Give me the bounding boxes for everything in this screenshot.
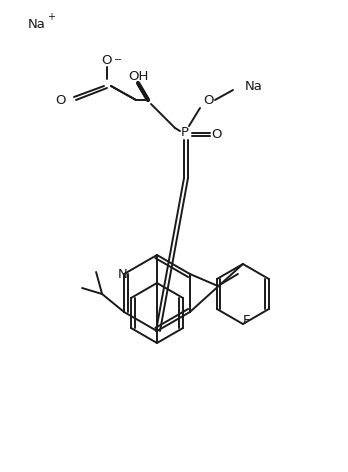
Text: OH: OH bbox=[128, 70, 148, 84]
Text: O: O bbox=[55, 93, 65, 107]
Text: N: N bbox=[118, 268, 128, 280]
Text: P: P bbox=[181, 126, 189, 140]
Text: O: O bbox=[102, 53, 112, 67]
Text: Na: Na bbox=[28, 18, 46, 31]
Text: F: F bbox=[243, 314, 251, 328]
Text: −: − bbox=[114, 55, 122, 65]
Text: +: + bbox=[47, 12, 55, 22]
Text: O: O bbox=[203, 93, 213, 107]
Text: Na: Na bbox=[245, 81, 263, 93]
Text: O: O bbox=[212, 127, 222, 141]
